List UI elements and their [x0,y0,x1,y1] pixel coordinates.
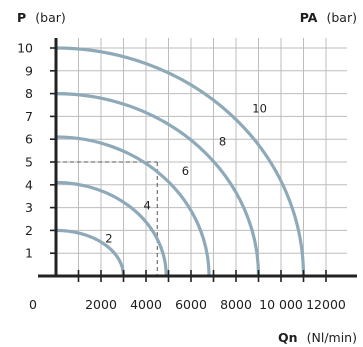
reference-lines [56,161,158,276]
y-tick-label: 7 [25,109,33,124]
y-tick-label: 2 [25,223,33,238]
x-axis-title: Qn (Nl/min) [278,327,357,346]
curves [55,46,306,277]
curve-4 [55,180,168,277]
y-tick-label: 6 [25,132,33,147]
y-tick-label: 9 [25,63,33,78]
x-tick-label: 10 000 [259,297,303,312]
axes [38,38,357,282]
y-tick-label: 8 [25,86,33,101]
y-tick-label: 10 [17,41,33,56]
y-tick-label: 5 [25,155,33,170]
curve-label-10: 10 [252,101,267,115]
y2-axis-unit: (bar) [327,10,358,25]
curve-2 [55,228,126,277]
curve-8 [55,92,261,277]
x-tick-label: 12000 [306,297,346,312]
curve-label-8: 8 [219,134,226,148]
curve-label-4: 4 [143,198,150,212]
x-tick-label: 0 [29,297,37,312]
curve-label-6: 6 [182,164,189,178]
y-axis-name: P [17,10,26,25]
grid [56,38,347,276]
x-axis-name: Qn [278,330,298,345]
y-tick-label: 3 [25,200,33,215]
y-tick-label: 1 [25,246,33,261]
y2-axis-name: PA [300,10,318,25]
curve-6 [55,135,211,277]
x-tick-label: 4000 [130,297,162,312]
y-tick-label: 4 [25,177,33,192]
curve-label-2: 2 [105,231,112,245]
y-axis-title: P (bar) [17,7,66,26]
y-axis-unit: (bar) [35,10,66,25]
x-tick-label: 8000 [220,297,252,312]
x-tick-label: 6000 [175,297,207,312]
x-axis-unit: (Nl/min) [307,330,357,345]
curve-10 [55,46,306,277]
x-tick-label: 2000 [85,297,117,312]
y2-axis-title: PA (bar) [300,7,357,26]
